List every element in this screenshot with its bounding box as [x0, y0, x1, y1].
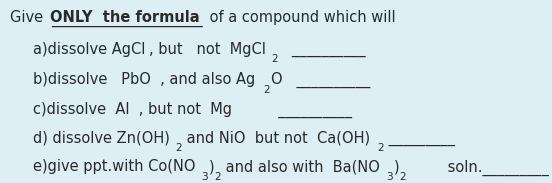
Text: of a compound which will: of a compound which will: [205, 10, 396, 25]
Text: 2: 2: [264, 85, 270, 95]
Text: c)dissolve  Al  , but not  Mg          __________: c)dissolve Al , but not Mg __________: [33, 102, 352, 118]
Text: and NiO  but not  Ca(OH): and NiO but not Ca(OH): [182, 131, 370, 146]
Text: 2: 2: [214, 172, 221, 182]
Text: __________: __________: [278, 42, 365, 57]
Text: 2: 2: [378, 143, 384, 153]
Text: soln._________: soln._________: [406, 159, 549, 176]
Text: d) dissolve Zn(OH): d) dissolve Zn(OH): [33, 131, 169, 146]
Text: ): ): [394, 159, 399, 174]
Text: e)give ppt.with Co(NO: e)give ppt.with Co(NO: [33, 159, 195, 174]
Text: b)dissolve   PbO  , and also Ag: b)dissolve PbO , and also Ag: [33, 72, 255, 87]
Text: 2: 2: [175, 143, 182, 153]
Text: 3: 3: [386, 172, 393, 182]
Text: ONLY  the formula: ONLY the formula: [50, 10, 199, 25]
Text: 2: 2: [271, 54, 278, 64]
Text: , but   not  MgCl: , but not MgCl: [150, 42, 266, 57]
Text: 3: 3: [201, 172, 208, 182]
Text: Give: Give: [10, 10, 48, 25]
Text: a)dissolve AgCl: a)dissolve AgCl: [33, 42, 145, 57]
Text: 2: 2: [399, 172, 406, 182]
Text: _________: _________: [384, 131, 455, 146]
Text: O   __________: O __________: [270, 72, 370, 88]
Text: ): ): [209, 159, 214, 174]
Text: and also with  Ba(NO: and also with Ba(NO: [221, 159, 380, 174]
